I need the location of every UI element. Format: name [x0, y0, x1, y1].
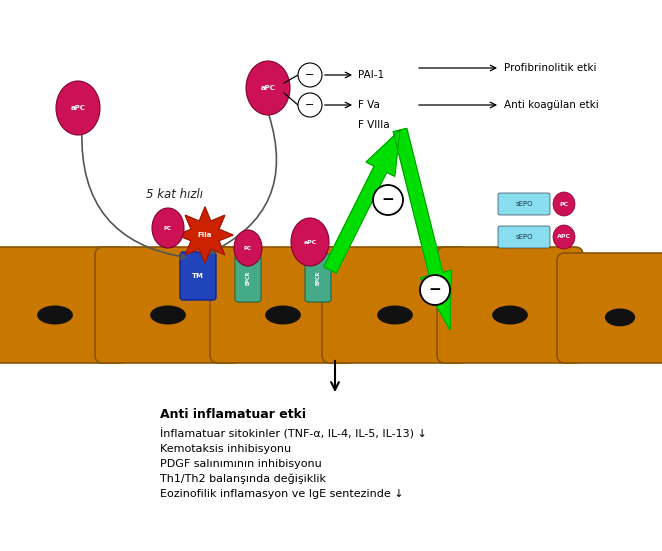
FancyBboxPatch shape: [437, 247, 583, 363]
Text: Eozinofilik inflamasyon ve IgE sentezinde ↓: Eozinofilik inflamasyon ve IgE sentezind…: [160, 489, 404, 499]
FancyBboxPatch shape: [498, 226, 550, 248]
Ellipse shape: [291, 218, 329, 266]
Polygon shape: [393, 128, 451, 330]
Ellipse shape: [605, 309, 635, 326]
Text: F VIIIa: F VIIIa: [358, 120, 390, 130]
Text: FIIa: FIIa: [198, 232, 213, 238]
Text: EPCR: EPCR: [316, 271, 320, 285]
Text: Th1/Th2 balanşında değişiklik: Th1/Th2 balanşında değişiklik: [160, 474, 326, 484]
Circle shape: [373, 185, 403, 215]
Ellipse shape: [553, 225, 575, 249]
Ellipse shape: [56, 81, 100, 135]
Ellipse shape: [265, 305, 301, 325]
Ellipse shape: [37, 305, 73, 325]
Polygon shape: [177, 207, 233, 263]
Circle shape: [420, 275, 450, 305]
FancyBboxPatch shape: [498, 193, 550, 215]
Text: PC: PC: [244, 246, 252, 251]
FancyBboxPatch shape: [305, 254, 331, 302]
Ellipse shape: [246, 61, 290, 115]
FancyBboxPatch shape: [210, 247, 356, 363]
Ellipse shape: [492, 305, 528, 325]
Text: Profibrinolitik etki: Profibrinolitik etki: [504, 63, 596, 73]
Polygon shape: [324, 130, 400, 273]
Text: aPC: aPC: [261, 85, 275, 91]
Ellipse shape: [150, 305, 186, 325]
Text: PAI-1: PAI-1: [358, 70, 384, 80]
Text: Kemotaksis inhibisyonu: Kemotaksis inhibisyonu: [160, 444, 291, 454]
Text: aPC: aPC: [303, 240, 316, 245]
FancyBboxPatch shape: [235, 254, 261, 302]
Circle shape: [298, 63, 322, 87]
Text: aPC: aPC: [71, 105, 85, 111]
Ellipse shape: [377, 305, 413, 325]
Text: −: −: [381, 192, 395, 208]
FancyBboxPatch shape: [180, 252, 216, 300]
Text: sEPO: sEPO: [515, 201, 533, 207]
Text: 5 kat hızlı: 5 kat hızlı: [146, 188, 203, 202]
Text: F Va: F Va: [358, 100, 380, 110]
Text: −: −: [428, 283, 442, 298]
Text: PC: PC: [164, 225, 172, 230]
Text: TM: TM: [192, 273, 204, 279]
Text: Anti inflamatuar etki: Anti inflamatuar etki: [160, 408, 306, 421]
Ellipse shape: [234, 230, 262, 266]
Text: PDGF salınımının inhibisyonu: PDGF salınımının inhibisyonu: [160, 459, 322, 469]
Text: −: −: [305, 70, 314, 80]
Circle shape: [298, 93, 322, 117]
FancyBboxPatch shape: [95, 247, 241, 363]
Text: APC: APC: [557, 235, 571, 240]
Text: İnflamatuar sitokinler (TNF-α, IL-4, IL-5, IL-13) ↓: İnflamatuar sitokinler (TNF-α, IL-4, IL-…: [160, 428, 427, 439]
FancyBboxPatch shape: [557, 253, 662, 363]
Ellipse shape: [152, 208, 184, 248]
Ellipse shape: [553, 192, 575, 216]
Text: Anti koagülan etki: Anti koagülan etki: [504, 100, 598, 110]
FancyBboxPatch shape: [322, 247, 468, 363]
FancyBboxPatch shape: [0, 247, 128, 363]
Text: EPCR: EPCR: [246, 271, 250, 285]
Text: PC: PC: [559, 202, 569, 207]
Text: −: −: [305, 100, 314, 110]
Text: sEPO: sEPO: [515, 234, 533, 240]
